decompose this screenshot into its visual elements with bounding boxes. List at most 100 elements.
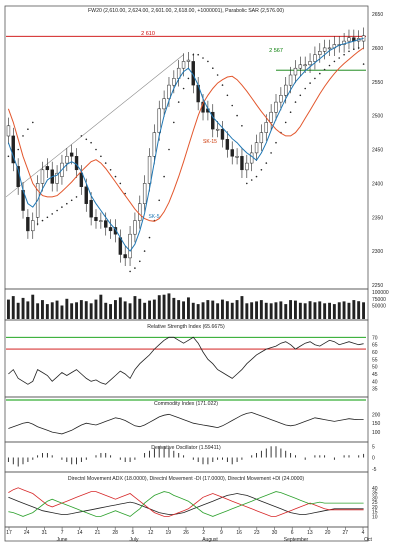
volume-bar <box>201 302 205 319</box>
sar-dot <box>362 63 365 65</box>
date-tick-label: 17 <box>6 530 12 536</box>
candle-body <box>133 220 137 235</box>
candle-body <box>142 183 147 204</box>
candle-body <box>259 132 264 144</box>
moving-average-sk-5 <box>7 37 364 252</box>
volume-bar <box>60 305 64 319</box>
sar-dot <box>109 169 112 171</box>
volume-bar <box>206 300 210 319</box>
volume-bar <box>357 301 361 319</box>
sar-dot <box>328 64 331 67</box>
rsi-axis-tick: 55 <box>372 357 378 363</box>
sar-dot <box>41 219 44 222</box>
date-tick-label: 9 <box>220 530 223 536</box>
sar-dot <box>343 53 345 56</box>
sar-dot <box>80 135 83 137</box>
candle-body <box>74 156 79 171</box>
sar-dot <box>221 84 224 86</box>
candle-body <box>6 125 11 137</box>
volume-bar <box>225 301 229 319</box>
sar-dot <box>104 162 107 164</box>
volume-bar <box>221 299 224 319</box>
rsi-axis-tick: 45 <box>372 372 378 378</box>
sar-dot <box>250 179 253 181</box>
volume-bar <box>245 303 249 319</box>
cci-line <box>8 412 364 435</box>
volume-bar <box>138 298 142 320</box>
sar-dot <box>17 148 20 151</box>
cci-axis-tick: 200 <box>372 412 381 418</box>
volume-bar <box>21 297 25 319</box>
date-tick-label: 23 <box>254 530 260 536</box>
sar-dot <box>241 125 243 127</box>
volume-bar <box>255 301 258 319</box>
candle-body <box>298 64 303 69</box>
volume-bar <box>191 302 195 319</box>
volume-bar <box>362 302 365 319</box>
candle-body <box>215 128 220 131</box>
candle-body <box>293 67 298 76</box>
candle-body <box>108 227 113 232</box>
candle-body <box>230 149 234 157</box>
volume-bar <box>123 301 127 319</box>
sar-dot <box>70 199 73 202</box>
sar-dot <box>148 236 151 239</box>
candle-body <box>162 98 166 110</box>
cci-axis-tick: 150 <box>372 421 381 427</box>
sar-dot <box>202 57 204 59</box>
cci-panel-title: Commodity Index (171.022) <box>154 401 218 407</box>
candle-body <box>235 156 239 158</box>
dmi-axis-tick: 20 <box>372 505 378 511</box>
candle-body <box>225 139 230 150</box>
volume-bar <box>347 302 351 319</box>
sar-dot <box>260 169 263 171</box>
volume-bar <box>230 302 234 319</box>
candle-body <box>26 217 30 232</box>
sar-dot <box>246 182 248 185</box>
dmi-axis-tick: 40 <box>372 486 378 492</box>
candle-body <box>94 217 98 221</box>
sar-dot <box>236 114 238 117</box>
sar-dot <box>27 128 29 130</box>
sar-dot <box>270 152 272 154</box>
candle-body <box>172 78 176 86</box>
candle-body <box>313 54 317 62</box>
volume-bar <box>284 304 288 319</box>
dmi-axis-tick: 10 <box>372 514 378 520</box>
sar-dot <box>56 209 58 212</box>
sar-dot <box>134 267 136 269</box>
volume-bar <box>167 293 171 319</box>
dmi-axis-tick: 35 <box>372 491 378 497</box>
volume-bar <box>269 303 273 319</box>
candle-body <box>11 135 15 164</box>
sar-dot <box>353 48 355 50</box>
candle-body <box>284 84 288 96</box>
candle-body <box>269 111 273 123</box>
sar-dot <box>187 77 190 80</box>
volume-bar <box>143 302 147 319</box>
volume-bar <box>187 297 190 319</box>
dmi-line-adx <box>8 493 364 515</box>
date-tick-label: 7 <box>61 530 64 536</box>
volume-bar <box>133 296 137 319</box>
candle-body <box>152 132 157 157</box>
price-axis-tick: 2500 <box>372 114 383 120</box>
sar-dot <box>357 47 360 49</box>
sar-dot <box>294 101 297 103</box>
volume-bar <box>235 300 239 319</box>
volume-bar <box>216 303 220 319</box>
annotation-sk15: SK-15 <box>203 139 217 145</box>
candle-body <box>113 227 118 235</box>
date-tick-label: 28 <box>112 530 118 536</box>
volume-bar <box>55 300 59 319</box>
volume-bar <box>337 302 341 319</box>
volume-bar <box>250 302 254 319</box>
candle-body <box>40 169 45 184</box>
candle-body <box>254 142 259 154</box>
annotation-sk5: SK-5 <box>148 214 159 220</box>
sar-dot <box>61 206 63 208</box>
price-axis-tick: 2350 <box>372 215 383 221</box>
volume-bar <box>240 296 244 319</box>
